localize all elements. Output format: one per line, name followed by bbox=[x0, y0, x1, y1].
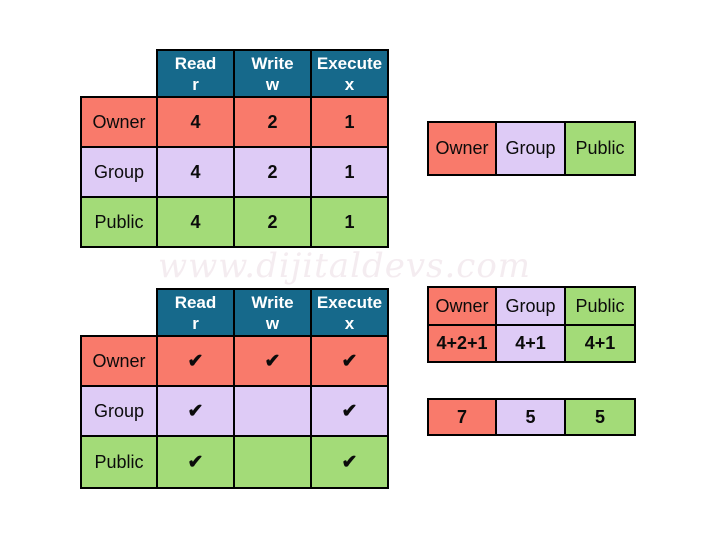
header-symbol: r bbox=[192, 313, 199, 333]
header-cell-execute: Execute x bbox=[310, 49, 389, 98]
table-row-group: Group 4 2 1 bbox=[80, 146, 389, 198]
sum-header-owner: Owner bbox=[427, 286, 497, 326]
entity-strip: Owner Group Public bbox=[427, 121, 636, 176]
header-symbol: x bbox=[344, 313, 355, 333]
row-label-group: Group bbox=[80, 385, 158, 437]
sum-value-owner: 4+2+1 bbox=[427, 324, 497, 363]
entity-cell-owner: Owner bbox=[427, 121, 497, 176]
octal-result-strip: 7 5 5 bbox=[427, 398, 636, 436]
check-cell: ✔ bbox=[156, 335, 235, 387]
row-label-group: Group bbox=[80, 146, 158, 198]
check-cell: ✔ bbox=[156, 435, 235, 489]
check-cell: ✔ bbox=[156, 385, 235, 437]
value-cell: 4 bbox=[156, 196, 235, 248]
sum-header-row: Owner Group Public bbox=[427, 286, 636, 326]
result-value-group: 5 bbox=[495, 398, 566, 436]
corner-spacer bbox=[81, 289, 157, 336]
check-cell bbox=[233, 385, 312, 437]
value-cell: 1 bbox=[310, 96, 389, 148]
header-cell-write: Write w bbox=[233, 49, 312, 98]
header-title: Execute bbox=[316, 292, 383, 312]
header-cell-read: Read r bbox=[156, 49, 235, 98]
value-cell: 4 bbox=[156, 146, 235, 198]
sum-value-row: 4+2+1 4+1 4+1 bbox=[427, 324, 636, 363]
value-cell: 1 bbox=[310, 196, 389, 248]
check-cell: ✔ bbox=[310, 385, 389, 437]
header-cell-write: Write w bbox=[233, 288, 312, 337]
header-symbol: w bbox=[265, 74, 280, 94]
table-header-row: Read r Write w Execute x bbox=[81, 49, 389, 98]
result-value-public: 5 bbox=[564, 398, 636, 436]
entity-cell-group: Group bbox=[495, 121, 566, 176]
row-label-owner: Owner bbox=[80, 96, 158, 148]
entity-cell-public: Public bbox=[564, 121, 636, 176]
value-cell: 2 bbox=[233, 196, 312, 248]
watermark-text: www.dijitaldevs.com bbox=[158, 246, 532, 286]
table-row-public: Public 4 2 1 bbox=[80, 196, 389, 248]
header-symbol: w bbox=[265, 313, 280, 333]
octal-sum-table: Owner Group Public 4+2+1 4+1 4+1 bbox=[427, 286, 636, 363]
sum-value-public: 4+1 bbox=[564, 324, 636, 363]
octal-value-table: Read r Write w Execute x Owner 4 2 1 Gro… bbox=[80, 49, 389, 248]
permission-check-table: Read r Write w Execute x Owner ✔ ✔ ✔ Gro… bbox=[80, 288, 389, 489]
header-title: Read bbox=[174, 53, 217, 73]
sum-header-group: Group bbox=[495, 286, 566, 326]
row-label-public: Public bbox=[80, 435, 158, 489]
table-row-owner: Owner ✔ ✔ ✔ bbox=[80, 335, 389, 387]
table-row-owner: Owner 4 2 1 bbox=[80, 96, 389, 148]
entity-strip-row: Owner Group Public bbox=[427, 121, 636, 176]
row-label-owner: Owner bbox=[80, 335, 158, 387]
table-row-public: Public ✔ ✔ bbox=[80, 435, 389, 489]
table-header-row: Read r Write w Execute x bbox=[81, 288, 389, 337]
result-row: 7 5 5 bbox=[427, 398, 636, 436]
value-cell: 2 bbox=[233, 96, 312, 148]
header-symbol: r bbox=[192, 74, 199, 94]
sum-value-group: 4+1 bbox=[495, 324, 566, 363]
row-label-public: Public bbox=[80, 196, 158, 248]
result-value-owner: 7 bbox=[427, 398, 497, 436]
check-cell: ✔ bbox=[310, 435, 389, 489]
sum-header-public: Public bbox=[564, 286, 636, 326]
table-row-group: Group ✔ ✔ bbox=[80, 385, 389, 437]
header-title: Read bbox=[174, 292, 217, 312]
header-title: Write bbox=[251, 53, 294, 73]
header-cell-read: Read r bbox=[156, 288, 235, 337]
header-symbol: x bbox=[344, 74, 355, 94]
header-title: Execute bbox=[316, 53, 383, 73]
check-cell: ✔ bbox=[233, 335, 312, 387]
header-cell-execute: Execute x bbox=[310, 288, 389, 337]
value-cell: 4 bbox=[156, 96, 235, 148]
value-cell: 1 bbox=[310, 146, 389, 198]
check-cell bbox=[233, 435, 312, 489]
corner-spacer bbox=[81, 50, 157, 97]
header-title: Write bbox=[251, 292, 294, 312]
value-cell: 2 bbox=[233, 146, 312, 198]
check-cell: ✔ bbox=[310, 335, 389, 387]
